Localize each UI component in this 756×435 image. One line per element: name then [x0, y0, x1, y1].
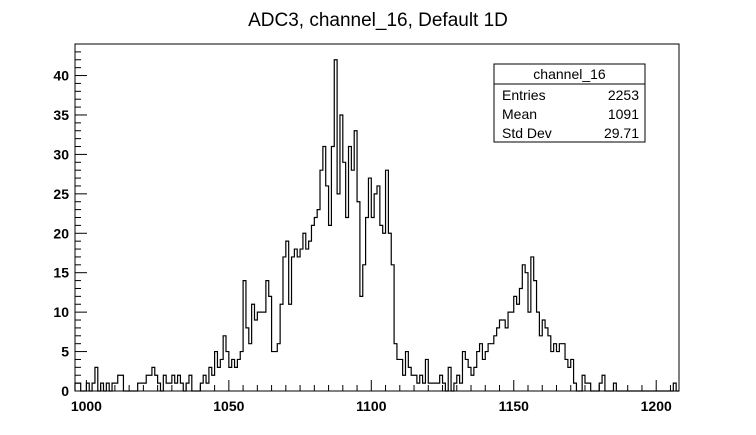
- histogram-bin: [254, 320, 257, 391]
- histogram-bin: [517, 304, 520, 391]
- histogram-bin: [249, 344, 252, 391]
- stats-stddev-value: 29.71: [604, 125, 639, 141]
- y-tick-label: 35: [53, 107, 69, 123]
- x-tick-label: 1100: [356, 398, 387, 414]
- x-tick-label: 1050: [213, 398, 244, 414]
- histogram-bin: [297, 257, 300, 391]
- histogram-bin: [351, 170, 354, 391]
- histogram-bin: [380, 225, 383, 391]
- histogram-bin: [431, 383, 434, 391]
- histogram-bin: [551, 352, 554, 391]
- stats-stddev-label: Std Dev: [502, 125, 552, 141]
- histogram-bin: [337, 194, 340, 391]
- y-tick-label: 40: [53, 68, 69, 84]
- stats-entries-value: 2253: [608, 87, 639, 103]
- histogram-bin: [374, 194, 377, 391]
- histogram-bin: [403, 375, 406, 391]
- y-axis: 0 5 10 15 20 25 30 35 40: [53, 43, 87, 399]
- x-tick-label: 1150: [499, 398, 530, 414]
- histogram-bin: [417, 383, 420, 391]
- stats-mean-label: Mean: [502, 106, 537, 122]
- histogram-bin: [423, 383, 426, 391]
- histogram-bin: [300, 249, 303, 391]
- histogram-bin: [206, 383, 209, 391]
- histogram-bin: [289, 304, 292, 391]
- stats-box-title: channel_16: [533, 66, 606, 82]
- histogram-bin: [491, 344, 494, 391]
- histogram-bin: [166, 383, 169, 391]
- histogram-bin: [329, 225, 332, 391]
- chart-title: ADC3, channel_16, Default 1D: [248, 10, 508, 31]
- histogram-bin: [346, 218, 349, 392]
- y-tick-label: 5: [61, 344, 69, 360]
- y-tick-label: 15: [53, 265, 69, 281]
- histogram-bin: [306, 249, 309, 391]
- histogram-bin: [500, 320, 503, 391]
- histogram-bin: [235, 367, 238, 391]
- x-axis: 1000 1050 1100 1150 1200: [71, 380, 672, 414]
- histogram-bin: [528, 312, 531, 391]
- histogram-bin: [149, 375, 152, 391]
- histogram-bin: [497, 328, 500, 391]
- histogram-bin: [502, 320, 505, 391]
- y-tick-label: 10: [53, 304, 69, 320]
- y-tick-label: 30: [53, 146, 69, 162]
- histogram-bin: [317, 210, 320, 391]
- x-tick-label: 1000: [71, 398, 102, 414]
- histogram-bin: [217, 367, 220, 391]
- histogram-bin: [434, 383, 437, 391]
- y-tick-label: 25: [53, 186, 69, 202]
- histogram-bin: [383, 233, 386, 391]
- histogram-bin: [545, 328, 548, 391]
- y-tick-label: 20: [53, 225, 69, 241]
- stats-entries-label: Entries: [502, 87, 546, 103]
- histogram-bin: [263, 312, 266, 391]
- histogram-bin: [360, 296, 363, 391]
- stats-mean-value: 1091: [608, 106, 639, 122]
- histogram-bin: [309, 241, 312, 391]
- histogram-bin: [303, 233, 306, 391]
- histogram-bin: [274, 352, 277, 391]
- histogram-bin: [539, 336, 542, 391]
- histogram-bin: [260, 312, 263, 391]
- histogram-bin: [314, 218, 317, 392]
- histogram-bin: [371, 218, 374, 392]
- x-tick-label: 1200: [641, 398, 672, 414]
- histogram-outline: [74, 59, 679, 392]
- histogram-bin: [437, 383, 440, 391]
- histogram-bin: [460, 383, 463, 391]
- histogram-bin: [175, 383, 178, 391]
- histogram-bin: [257, 312, 260, 391]
- histogram-bin: [505, 328, 508, 391]
- y-tick-label: 0: [61, 383, 69, 399]
- stats-box: channel_16 Entries 2253 Mean 1091 Std De…: [493, 63, 646, 143]
- histogram-bin: [311, 225, 314, 391]
- stats-box-frame: [493, 63, 646, 143]
- histogram-bin: [511, 312, 514, 391]
- histogram-bin: [294, 249, 297, 391]
